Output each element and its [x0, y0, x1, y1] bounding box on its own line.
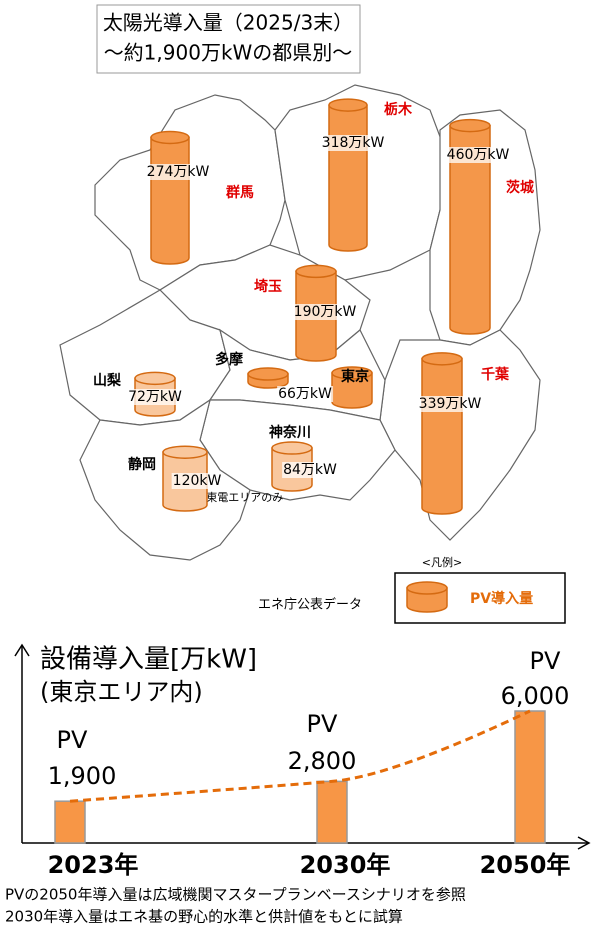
footnote: PVの2050年導入量は広域機関マスタープランベースシナリオを参照: [5, 886, 466, 904]
cylinder: [150, 136, 190, 265]
value-label: 274万kW: [147, 164, 210, 180]
y-axis-arrow: [14, 643, 30, 657]
footnote: 2030年導入量はエネ基の野心的水準と供計値をもとに試算: [5, 908, 403, 926]
region-name: 茨城: [506, 179, 534, 196]
cylinder-top: [406, 581, 448, 595]
cylinder: [328, 104, 368, 252]
cylinder-top: [449, 118, 491, 133]
series-label: PV: [307, 710, 338, 738]
value-label: 339万kW: [419, 396, 482, 412]
note: ※東電エリアのみ: [197, 491, 283, 504]
cylinder: [406, 587, 448, 613]
cylinder-top: [421, 352, 463, 366]
bar: [514, 710, 546, 844]
label-bg: [145, 164, 211, 180]
bar: [54, 800, 86, 844]
value-label: 84万kW: [283, 462, 337, 478]
legend-label: PV導入量: [470, 590, 533, 607]
cylinder-top: [162, 445, 208, 459]
label-bg: [282, 462, 339, 478]
cylinder: [331, 372, 373, 409]
title-box: [96, 4, 361, 74]
value-label: 72万kW: [128, 389, 182, 405]
map-subtitle: ～約1,900万kWの都県別～: [104, 41, 353, 65]
label-bg: [171, 473, 223, 489]
value-label: 66万kW: [278, 386, 332, 402]
region-name: 群馬: [225, 184, 254, 201]
value-label: 1,900: [48, 762, 117, 790]
bar-subtitle: (東京エリア内): [40, 678, 203, 706]
region-name: 東京: [341, 368, 369, 385]
value-label: 2,800: [288, 747, 357, 775]
cylinder: [449, 124, 491, 335]
value-label: 120kW: [173, 473, 222, 489]
cylinder-top: [271, 441, 313, 455]
label-bg: [127, 389, 184, 405]
cylinder-top: [150, 130, 190, 145]
cylinder: [421, 358, 463, 515]
region-name: 埼玉: [254, 278, 282, 295]
label-bg: [320, 135, 386, 151]
trend-line: [69, 709, 531, 803]
x-tick-label: 2030年: [300, 851, 391, 879]
cylinder-top: [295, 264, 337, 279]
cylinder-top: [247, 367, 289, 381]
region-name: 千葉: [481, 366, 510, 383]
region-name: 多摩: [215, 351, 244, 368]
x-tick-label: 2023年: [48, 851, 139, 879]
region-name: 神奈川: [269, 424, 311, 441]
label-bg: [445, 147, 511, 163]
region-name: 山梨: [93, 372, 122, 389]
value-label: 190万kW: [294, 304, 357, 320]
x-axis-arrow: [577, 836, 591, 850]
cylinder-top: [328, 98, 368, 112]
label-bg: [292, 304, 358, 320]
label-bg: [417, 396, 483, 412]
bar-title: 設備導入量[万kW]: [40, 645, 257, 675]
x-tick-label: 2050年: [480, 851, 571, 879]
value-label: 318万kW: [322, 135, 385, 151]
region-name: 栃木: [384, 101, 413, 118]
cylinder-top: [331, 366, 373, 380]
source: エネ庁公表データ: [258, 597, 362, 613]
label-bg: [277, 386, 334, 402]
bar: [316, 780, 348, 844]
series-label: PV: [57, 726, 88, 754]
value-label: 6,000: [501, 682, 570, 710]
legend-title: <凡例>: [422, 555, 462, 569]
map-title: 太陽光導入量（2025/3末）: [103, 11, 353, 35]
value-label: 460万kW: [447, 147, 510, 163]
series-label: PV: [530, 647, 561, 675]
cylinder-top: [134, 371, 176, 386]
region-name: 静岡: [128, 456, 156, 473]
